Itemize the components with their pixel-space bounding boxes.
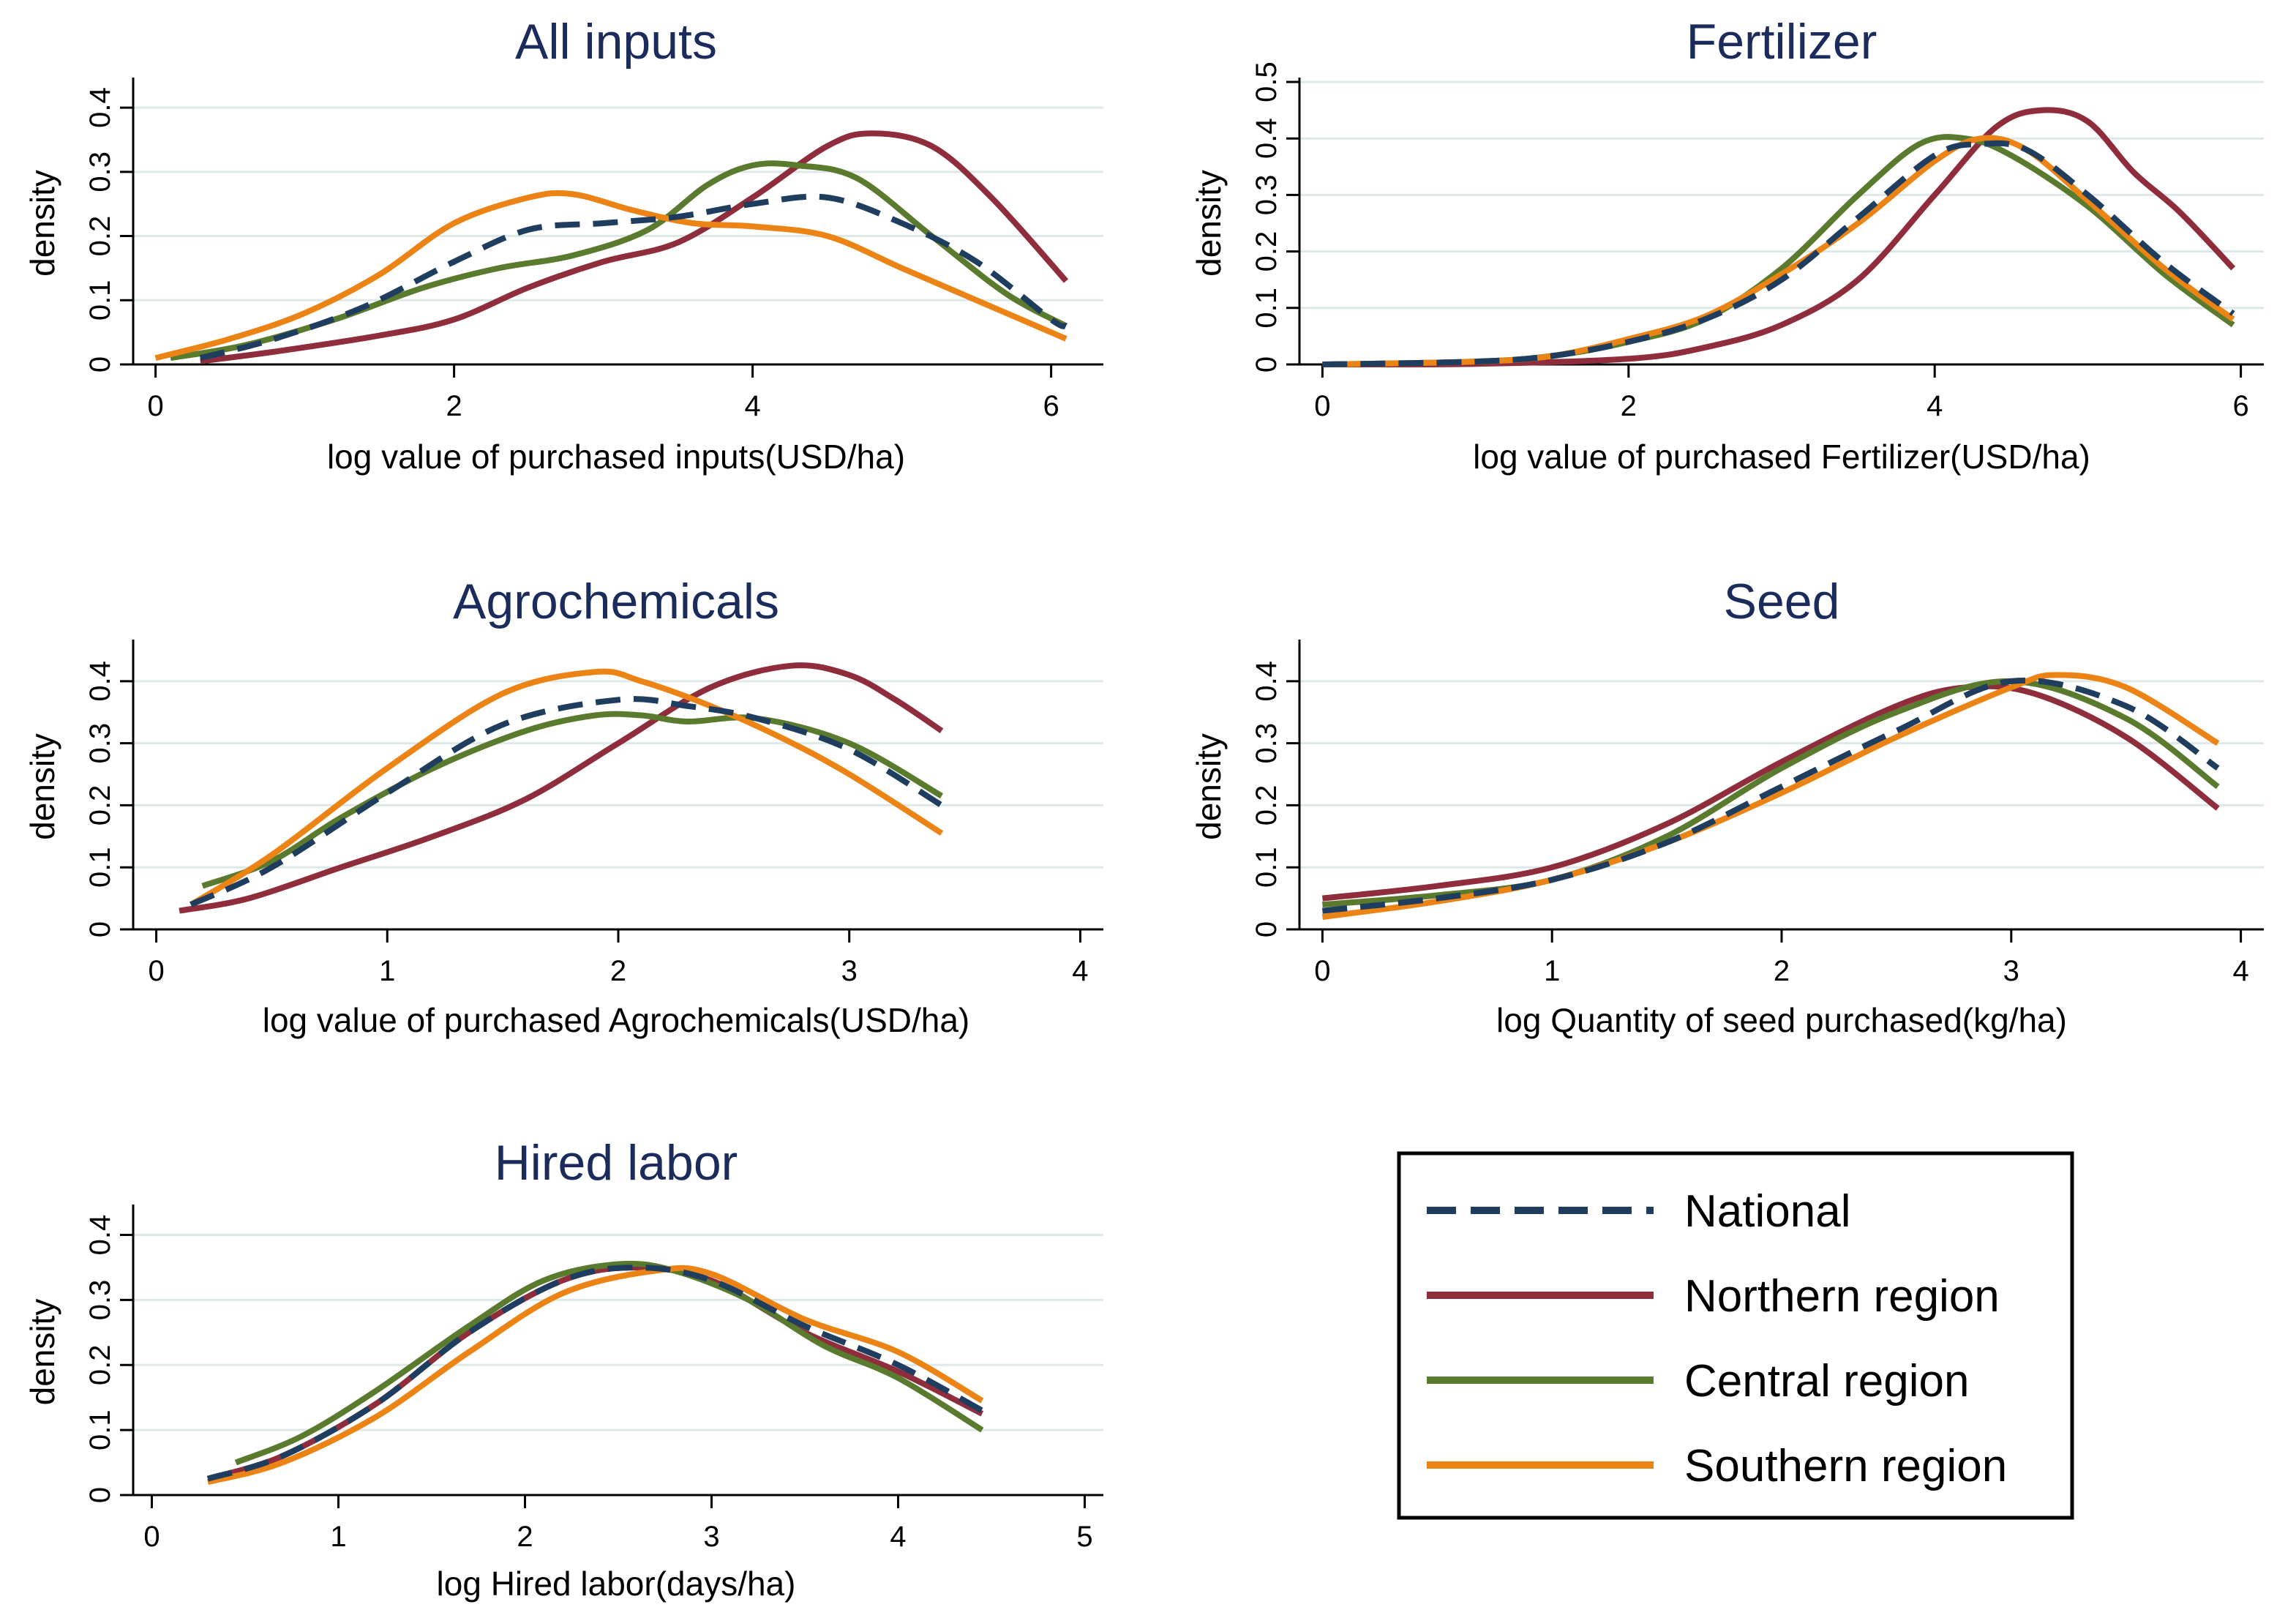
x-tick-label: 3 — [841, 955, 858, 987]
y-tick-label: 0.5 — [1250, 61, 1283, 102]
x-tick-label: 0 — [147, 390, 163, 422]
panel-fertilizer: 0 0.1 0.2 0.3 0.4 0.5 0 2 4 6 Fertilizer log value … — [1190, 14, 2264, 476]
x-tick-label: 0 — [148, 955, 164, 987]
panel-all-inputs: 0 0.1 0.2 0.3 0.4 0 2 4 6 All inputs log value of … — [23, 14, 1103, 476]
y-tick-label: 0.2 — [84, 216, 116, 257]
x-tick-label: 2 — [1774, 955, 1790, 987]
panel-title: Agrochemicals — [453, 574, 779, 629]
y-tick-label: 0 — [84, 1487, 116, 1503]
x-tick-label: 4 — [890, 1521, 906, 1553]
panel-agrochemicals: 0 0.1 0.2 0.3 0.4 0 1 2 3 4 Agrochemicals log value… — [23, 574, 1103, 1039]
x-tick-label: 2 — [517, 1521, 533, 1553]
x-tick-label: 3 — [703, 1521, 719, 1553]
x-tick-label: 1 — [330, 1521, 346, 1553]
x-tick-label: 4 — [744, 390, 760, 422]
y-tick-label: 0.3 — [84, 1280, 116, 1321]
series-line-southern-region — [154, 190, 1068, 362]
y-axis-label: density — [23, 1299, 61, 1406]
series-line-northern-region — [1321, 683, 2220, 902]
y-tick-label: 0.2 — [1250, 231, 1283, 272]
legend-label-national: National — [1684, 1186, 1850, 1237]
x-tick-label: 0 — [143, 1521, 160, 1553]
panel-title: Fertilizer — [1687, 14, 1877, 70]
series-line-national — [199, 193, 1068, 362]
x-tick-label: 2 — [446, 390, 462, 422]
x-tick-label: 4 — [2232, 955, 2248, 987]
x-axis-label: log value of purchased Agrochemicals(USD… — [263, 1001, 970, 1039]
series-line-northern-region — [1322, 107, 2236, 368]
y-axis-label: density — [23, 733, 61, 840]
x-tick-label: 2 — [1621, 390, 1637, 422]
series-line-southern-region — [189, 668, 944, 907]
y-tick-label: 0 — [1250, 356, 1283, 372]
panel-seed: 0 0.1 0.2 0.3 0.4 0 1 2 3 4 Seed log Quantity of se… — [1190, 574, 2264, 1039]
y-tick-label: 0.3 — [84, 723, 116, 764]
y-tick-label: 0.2 — [84, 785, 116, 826]
y-axis-label: density — [1190, 733, 1228, 840]
x-tick-label: 4 — [1072, 955, 1088, 987]
legend-box — [1397, 1151, 2074, 1520]
y-tick-label: 0.3 — [1250, 723, 1283, 764]
x-tick-label: 1 — [379, 955, 395, 987]
legend: National Northern region Central region … — [1397, 1151, 2074, 1520]
y-tick-label: 0.4 — [1250, 661, 1283, 702]
y-tick-label: 0.4 — [84, 87, 116, 128]
series-line-southern-region — [206, 1265, 984, 1486]
y-tick-label: 0 — [1250, 921, 1283, 937]
panel-title: All inputs — [515, 14, 717, 70]
panel-title: Seed — [1724, 574, 1840, 629]
legend-label-northern: Northern region — [1684, 1271, 2000, 1322]
series-line-northern-region — [179, 662, 944, 914]
legend-label-central: Central region — [1684, 1356, 1969, 1407]
panel-hired-labor: 0 0.1 0.2 0.3 0.4 0 1 2 3 4 5 Hired labor log Hired … — [23, 1135, 1103, 1603]
x-tick-label: 1 — [1544, 955, 1560, 987]
series-line-central-region — [201, 711, 943, 889]
x-tick-label: 5 — [1076, 1521, 1092, 1553]
x-tick-label: 3 — [2003, 955, 2019, 987]
y-tick-label: 0.4 — [84, 1215, 116, 1256]
panel-title: Hired labor — [495, 1135, 738, 1191]
y-tick-label: 0.1 — [84, 847, 116, 888]
y-tick-label: 0.2 — [1250, 785, 1283, 826]
y-tick-label: 0.1 — [1250, 288, 1283, 329]
y-tick-label: 0 — [84, 356, 116, 372]
x-tick-label: 0 — [1314, 955, 1330, 987]
series-line-national — [206, 1265, 984, 1482]
y-tick-label: 0.2 — [84, 1344, 116, 1385]
y-tick-label: 0.1 — [1250, 847, 1283, 888]
x-tick-label: 0 — [1314, 390, 1330, 422]
x-tick-label: 4 — [1927, 390, 1943, 422]
y-axis-label: density — [23, 170, 61, 277]
series-line-northern-region — [200, 130, 1068, 364]
y-tick-label: 0.1 — [84, 1409, 116, 1450]
x-tick-label: 6 — [2232, 390, 2248, 422]
y-tick-label: 0.4 — [84, 661, 116, 702]
x-axis-label: log value of purchased Fertilizer(USD/ha… — [1473, 438, 2090, 476]
series-line-national — [1321, 677, 2220, 914]
x-axis-label: log value of purchased inputs(USD/ha) — [327, 438, 905, 476]
y-tick-label: 0.3 — [84, 151, 116, 192]
y-tick-label: 0 — [84, 921, 116, 937]
y-tick-label: 0.4 — [1250, 118, 1283, 159]
x-tick-label: 2 — [610, 955, 626, 987]
y-tick-label: 0.1 — [84, 280, 116, 321]
x-axis-label: log Hired labor(days/ha) — [437, 1565, 796, 1603]
y-axis-label: density — [1190, 170, 1228, 277]
x-tick-label: 6 — [1043, 390, 1059, 422]
x-axis-label: log Quantity of seed purchased(kg/ha) — [1496, 1001, 2067, 1039]
series-line-national — [190, 696, 944, 907]
chart-panels: 0 0.1 0.2 0.3 0.4 0 2 4 6 All inputs log value of … — [23, 14, 2264, 1603]
series-line-central-region — [234, 1260, 984, 1466]
series-line-national — [1322, 140, 2235, 367]
y-tick-label: 0.3 — [1250, 175, 1283, 216]
legend-label-southern: Southern region — [1684, 1441, 2007, 1491]
